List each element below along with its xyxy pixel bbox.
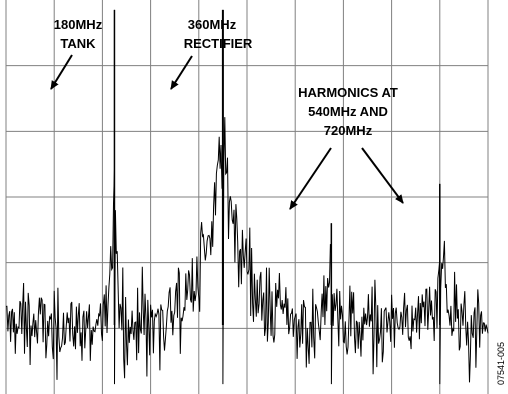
annotation-rectifier-line-2: RECTIFIER: [184, 36, 253, 51]
annotation-harmonics-line-1: HARMONICS AT: [298, 85, 398, 100]
annotation-tank-arrow: [50, 54, 73, 90]
figure-id: 07541-005: [496, 342, 506, 385]
annotation-harmonics-line-3: 720MHz: [324, 123, 373, 138]
annotation-harmonics-arrow-540: [289, 147, 332, 210]
annotation-harmonics-arrow-720: [361, 147, 404, 204]
spectrum-trace: [5, 9, 489, 385]
annotation-tank-line-2: TANK: [60, 36, 96, 51]
annotation-rectifier-line-1: 360MHz: [188, 17, 237, 32]
annotation-rectifier-arrow: [170, 55, 193, 90]
annotation-harmonics-line-2: 540MHz AND: [308, 104, 388, 119]
spectrum-trace-group: [5, 9, 489, 385]
annotation-tank-line-1: 180MHz: [54, 17, 103, 32]
